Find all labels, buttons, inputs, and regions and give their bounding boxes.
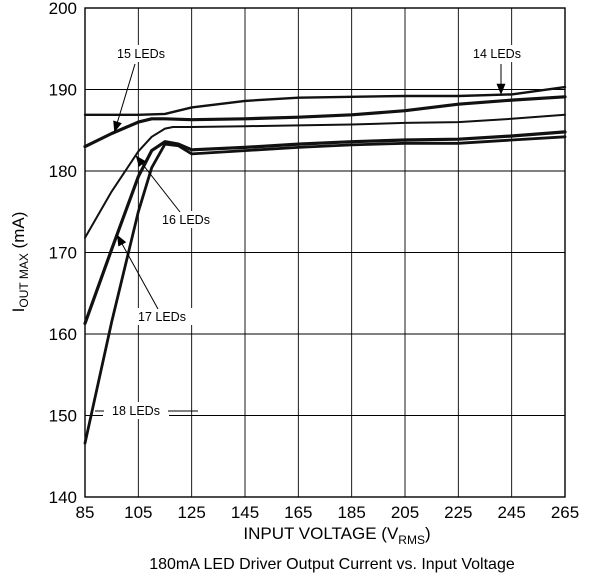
series-line [83, 135, 567, 445]
y-axis-label-unit: (mA) [9, 212, 28, 254]
y-tick-label: 190 [49, 81, 77, 100]
y-tick-label: 200 [49, 0, 77, 18]
annotation-label: 17 LEDs [138, 310, 186, 324]
series-line [83, 95, 567, 149]
annotations: 15 LEDs 14 LEDs 16 LEDs 17 LEDs 18 LEDs [95, 45, 530, 419]
y-tick-label: 160 [49, 325, 77, 344]
annotation-label: 16 LEDs [162, 213, 210, 227]
x-tick-label: 85 [76, 503, 95, 522]
x-axis-label: INPUT VOLTAGE (VRMS) [243, 524, 430, 547]
arrowhead [113, 120, 122, 133]
annotation: 16 LEDs [135, 155, 219, 228]
annotation-label: 18 LEDs [112, 404, 160, 418]
x-tick-label: 105 [124, 503, 152, 522]
annotation: 15 LEDs [108, 45, 174, 133]
x-tick-label: 265 [551, 503, 579, 522]
chart-caption: 180mA LED Driver Output Current vs. Inpu… [149, 556, 515, 573]
x-tick-label: 165 [284, 503, 312, 522]
y-axis-label-main: I [9, 308, 28, 313]
series-group [83, 85, 567, 445]
y-tick-label: 140 [49, 488, 77, 507]
y-tick-label: 180 [49, 162, 77, 181]
x-axis-label-main: INPUT VOLTAGE (V [243, 524, 399, 543]
x-tick-label: 225 [444, 503, 472, 522]
y-tick-label: 150 [49, 407, 77, 426]
annotation-leader [113, 63, 136, 133]
annotation-label: 14 LEDs [473, 47, 521, 61]
grid [84, 7, 566, 498]
annotation-bg [108, 45, 174, 62]
x-tick-label: 245 [497, 503, 525, 522]
y-tick-label: 170 [49, 244, 77, 263]
annotation-leader [135, 155, 181, 213]
annotation: 18 LEDs [95, 402, 198, 419]
annotation-bg [464, 45, 530, 62]
series-line [84, 113, 566, 239]
annotation-bg [103, 402, 169, 419]
series-line [83, 85, 567, 117]
arrowhead [496, 83, 506, 95]
y-axis-label-sub: OUT MAX [17, 253, 31, 307]
x-tick-label: 125 [177, 503, 205, 522]
x-tick-label: 205 [391, 503, 419, 522]
x-axis-label-sub: RMS [398, 533, 425, 547]
series-line [83, 130, 567, 325]
y-axis-label: IOUT MAX (mA) [9, 212, 31, 313]
annotation-label: 15 LEDs [117, 47, 165, 61]
annotation: 17 LEDs [116, 234, 195, 325]
arrowhead [117, 234, 127, 247]
annotation-bg [153, 211, 219, 228]
tick-labels: 85 105 125 145 165 185 205 225 245 265 140 150 160 17… [49, 0, 580, 522]
annotation-leader [116, 234, 159, 310]
x-tick-label: 145 [231, 503, 259, 522]
x-axis-label-close: ) [425, 524, 431, 543]
x-tick-label: 185 [337, 503, 365, 522]
arrowhead [135, 155, 146, 167]
annotation-bg [129, 308, 195, 325]
annotation: 14 LEDs [464, 45, 530, 95]
